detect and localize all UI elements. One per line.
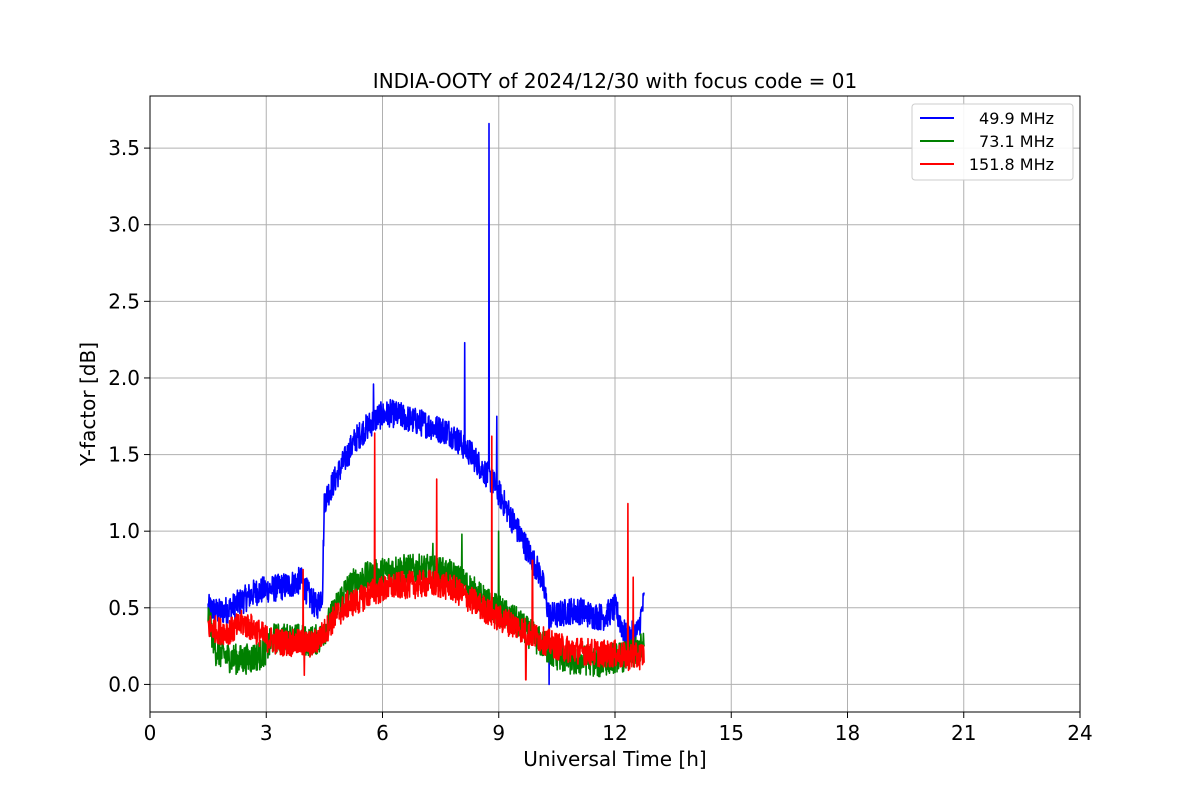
y-tick-label: 0.0 <box>108 672 140 696</box>
x-tick-label: 9 <box>492 721 505 745</box>
x-tick-label: 21 <box>951 721 976 745</box>
x-tick-label: 12 <box>602 721 627 745</box>
y-tick-label: 2.0 <box>108 366 140 390</box>
legend: 49.9 MHz 73.1 MHz 151.8 MHz <box>911 103 1074 181</box>
x-tick-label: 3 <box>260 721 273 745</box>
series-line-2 <box>207 432 645 681</box>
y-tick-label: 3.5 <box>108 136 140 160</box>
plot-area <box>207 122 645 686</box>
legend-box <box>911 103 1074 181</box>
legend-entry-label: 151.8 MHz <box>969 155 1054 174</box>
y-tick-label: 3.0 <box>108 213 140 237</box>
legend-entry-label: 73.1 MHz <box>979 132 1054 151</box>
y-tick-label: 2.5 <box>108 289 140 313</box>
x-tick-label: 0 <box>144 721 157 745</box>
x-tick-label: 6 <box>376 721 389 745</box>
y-tick-label: 0.5 <box>108 596 140 620</box>
x-tick-label: 15 <box>719 721 744 745</box>
chart-title: INDIA-OOTY of 2024/12/30 with focus code… <box>373 69 857 93</box>
x-tick-label: 18 <box>835 721 860 745</box>
x-tick-label: 24 <box>1067 721 1092 745</box>
x-axis-ticks: 0 3 6 9 12 15 18 21 24 <box>144 712 1093 745</box>
x-axis-label: Universal Time [h] <box>523 747 706 771</box>
legend-entry-label: 49.9 MHz <box>979 109 1054 128</box>
y-tick-label: 1.5 <box>108 443 140 467</box>
y-axis-ticks: 0.0 0.5 1.0 1.5 2.0 2.5 3.0 3.5 <box>108 136 150 696</box>
y-tick-label: 1.0 <box>108 519 140 543</box>
series-line-0 <box>207 122 645 686</box>
y-axis-label: Y-factor [dB] <box>76 342 100 467</box>
